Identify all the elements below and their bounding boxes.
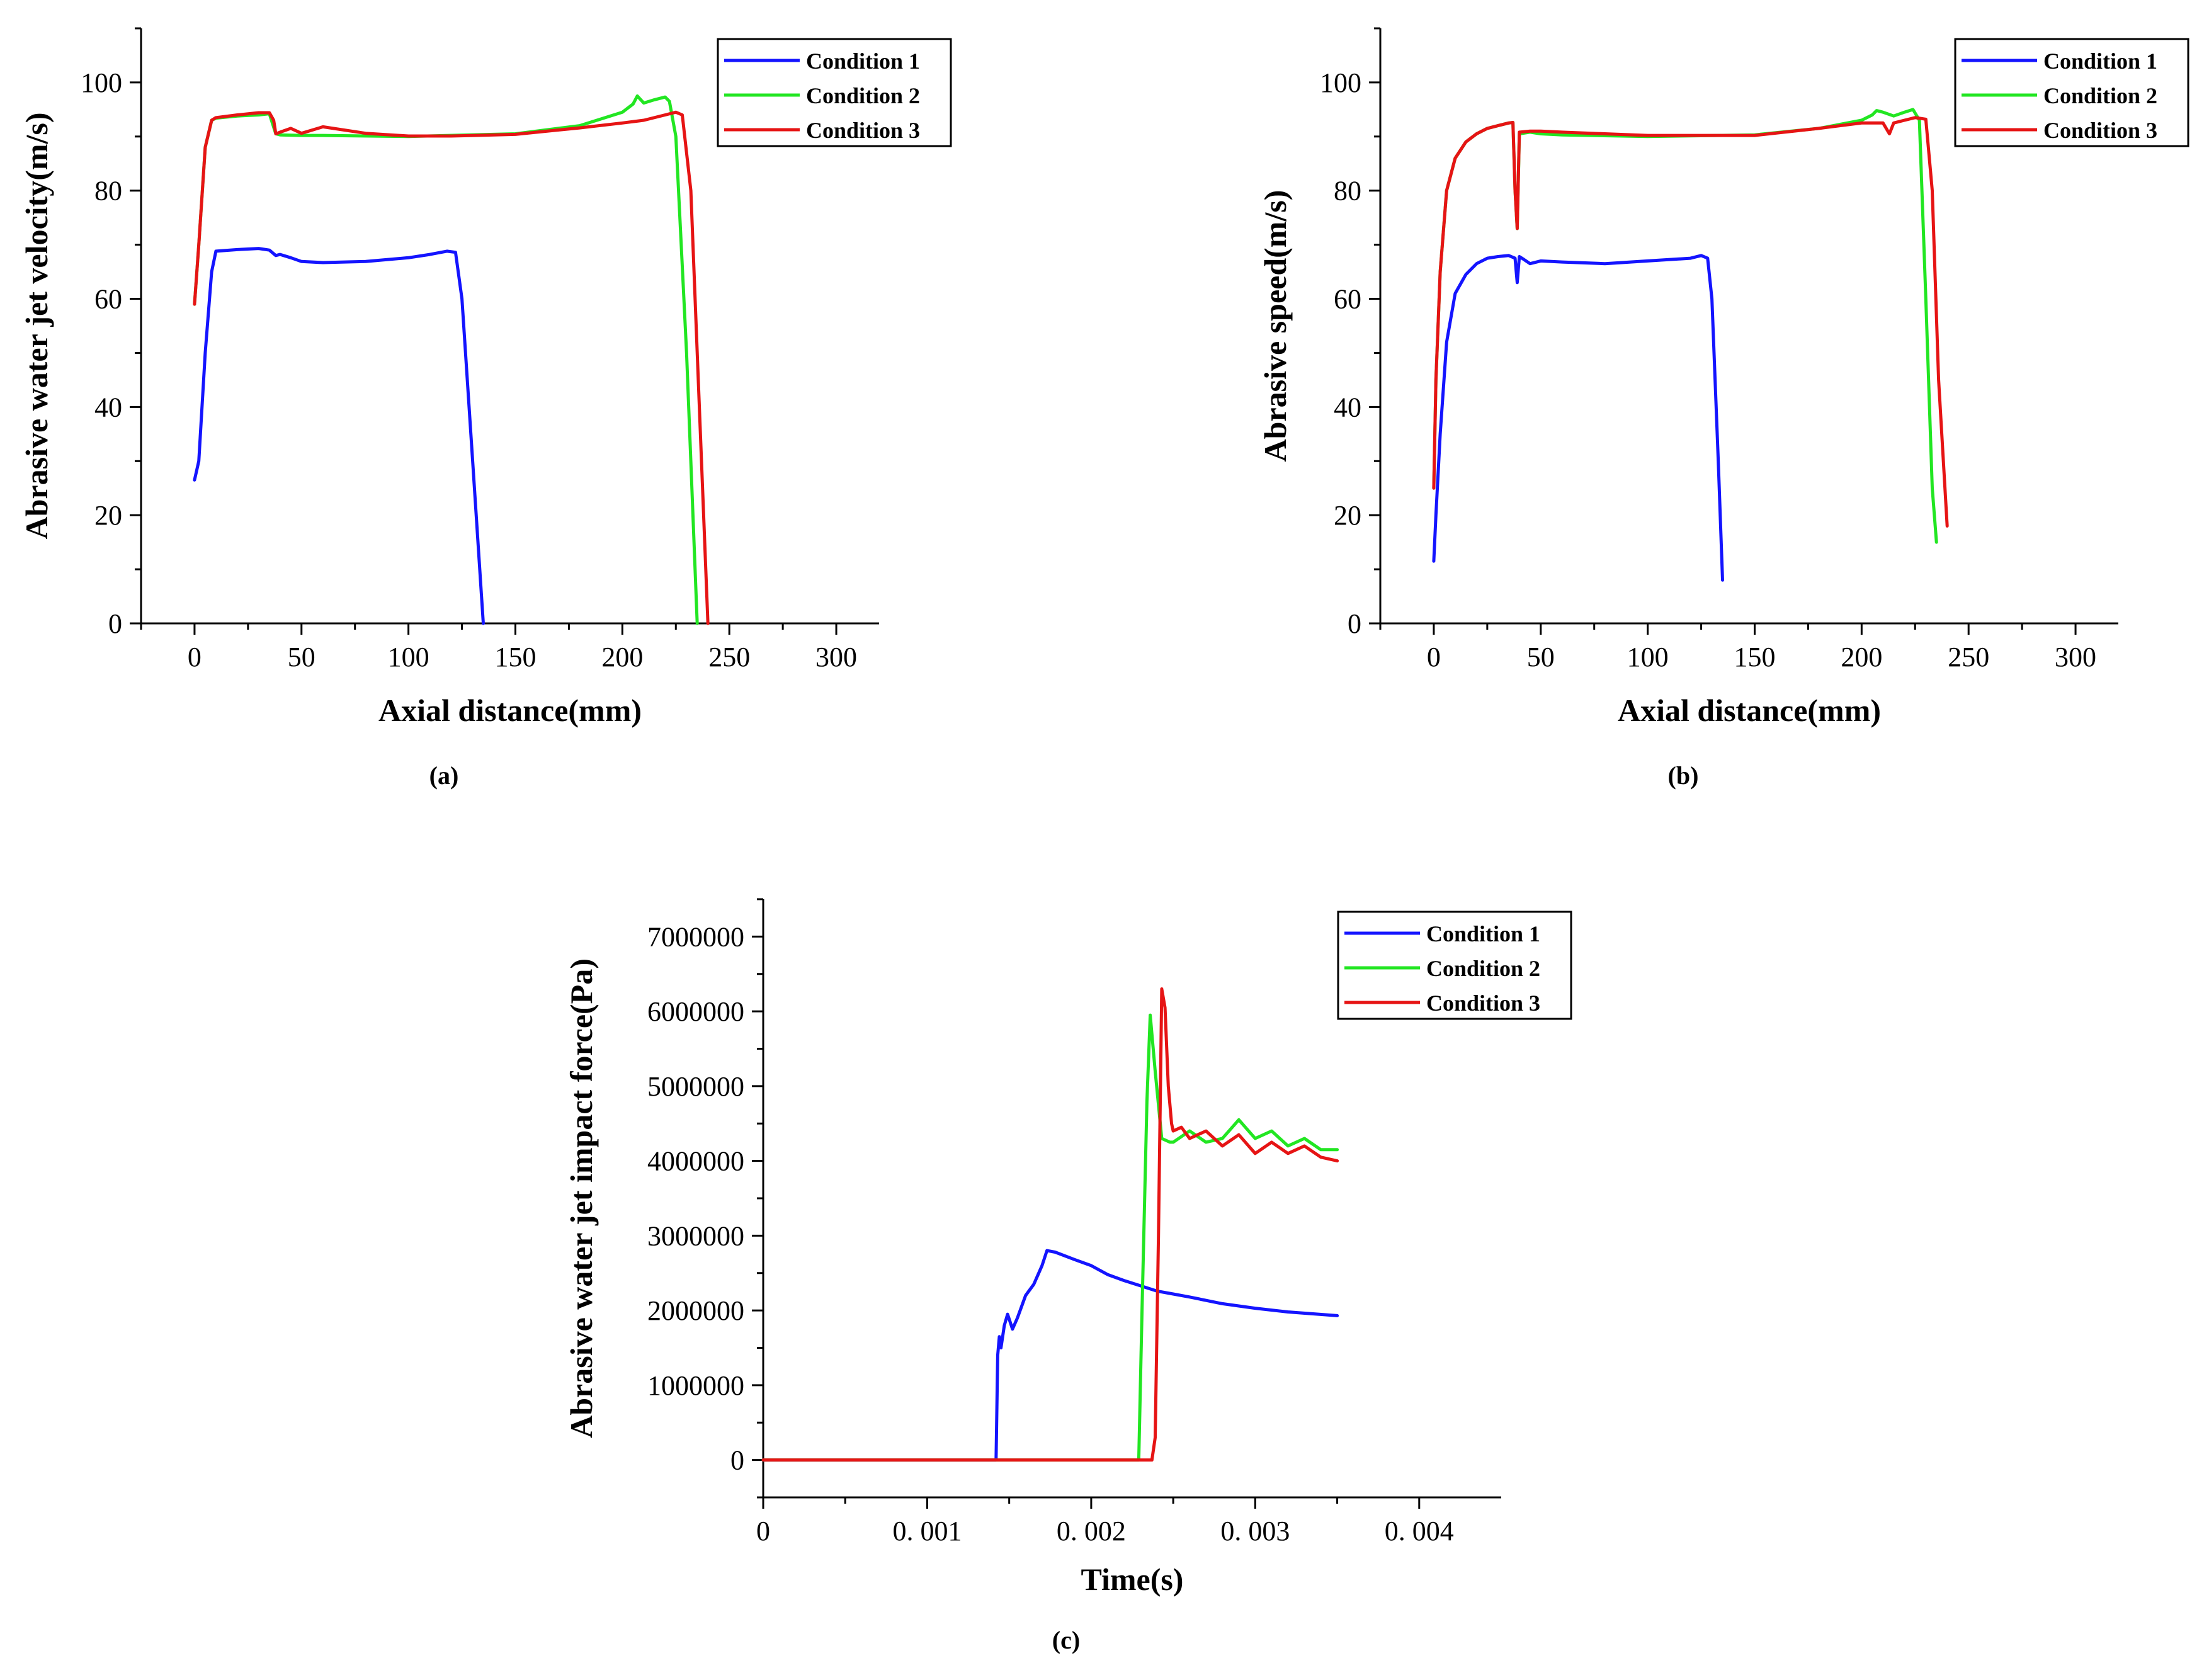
x-tick-label: 50	[1527, 642, 1555, 673]
x-tick-label: 0. 001	[892, 1516, 962, 1547]
x-tick-label: 200	[1841, 642, 1882, 673]
x-tick-label: 300	[2055, 642, 2096, 673]
y-tick-label: 60	[1334, 284, 1361, 315]
series-line-condition-3	[193, 110, 710, 625]
series-line-condition-1	[761, 1249, 1339, 1462]
y-tick-label: 3000000	[647, 1220, 744, 1251]
series-line-condition-2	[193, 94, 699, 625]
y-tick-label: 1000000	[647, 1370, 744, 1401]
x-tick-label: 0	[1427, 642, 1441, 673]
y-tick-label: 80	[94, 176, 122, 207]
series-line-condition-1	[193, 247, 485, 625]
x-tick-label: 0	[756, 1516, 770, 1547]
legend-entry: Condition 3	[806, 118, 920, 143]
legend: Condition 1 Condition 2 Condition 3	[717, 38, 952, 147]
x-tick-label: 150	[1734, 642, 1775, 673]
y-tick-label: 2000000	[647, 1295, 744, 1326]
legend: Condition 1 Condition 2 Condition 3	[1337, 911, 1572, 1020]
y-axis-label: Abrasive water jet velocity(m/s)	[19, 112, 54, 539]
series-line-condition-3	[761, 987, 1339, 1462]
y-tick-label: 40	[94, 392, 122, 423]
y-tick-label: 4000000	[647, 1146, 744, 1177]
chart-panel-c: 0 0. 001 0. 002 0. 003 0. 004 0 1000000 2000000…	[564, 898, 1572, 1654]
legend-entry: Condition 1	[806, 48, 920, 74]
x-tick-label: 0. 002	[1057, 1516, 1126, 1547]
x-tick-label: 0	[188, 642, 202, 673]
x-tick-label: 0. 004	[1385, 1516, 1454, 1547]
x-tick-label: 250	[1948, 642, 1989, 673]
legend-entry: Condition 3	[1426, 990, 1540, 1016]
y-tick-label: 20	[94, 500, 122, 531]
y-axis-label: Abrasive speed(m/s)	[1258, 190, 1293, 462]
y-tick-label: 0	[1348, 608, 1361, 639]
legend-entry: Condition 2	[2043, 83, 2157, 108]
legend-entry: Condition 1	[2043, 48, 2157, 74]
series-line-condition-3	[1432, 116, 1949, 528]
y-tick-label: 6000000	[647, 996, 744, 1027]
y-tick-label: 0	[730, 1445, 744, 1476]
legend-entry: Condition 2	[806, 83, 920, 108]
y-tick-label: 0	[108, 608, 122, 639]
y-axis-label: Abrasive water jet impact force(Pa)	[564, 958, 599, 1438]
x-tick-label: 100	[388, 642, 429, 673]
x-tick-label: 150	[494, 642, 536, 673]
series-line-condition-2	[1432, 108, 1938, 544]
chart-panel-a: 0 50 100 150 200 250 300 0 20 40 60 80 100 Axial dist…	[19, 27, 952, 790]
legend-entry: Condition 1	[1426, 921, 1540, 946]
x-tick-label: 0. 003	[1220, 1516, 1290, 1547]
panel-label: (a)	[429, 761, 459, 790]
x-tick-label: 250	[708, 642, 750, 673]
y-tick-label: 100	[1320, 67, 1361, 98]
y-tick-label: 40	[1334, 392, 1361, 423]
legend-entry: Condition 2	[1426, 956, 1540, 981]
chart-panel-b: 0 50 100 150 200 250 300 0 20 40 60 80 100 Axial dist…	[1258, 27, 2189, 790]
y-tick-label: 100	[81, 67, 122, 98]
x-axis-label: Axial distance(mm)	[1618, 693, 1881, 728]
x-tick-label: 300	[815, 642, 857, 673]
panel-label: (b)	[1668, 761, 1699, 790]
x-axis-label: Time(s)	[1081, 1562, 1184, 1597]
legend-entry: Condition 3	[2043, 118, 2157, 143]
series-line-condition-2	[761, 1013, 1339, 1462]
x-tick-label: 200	[601, 642, 643, 673]
legend: Condition 1 Condition 2 Condition 3	[1954, 38, 2189, 147]
series-line-condition-1	[1432, 254, 1724, 582]
y-tick-label: 60	[94, 284, 122, 315]
y-tick-label: 7000000	[647, 921, 744, 952]
x-axis-label: Axial distance(mm)	[378, 693, 642, 728]
x-tick-label: 50	[288, 642, 315, 673]
x-tick-label: 100	[1627, 642, 1669, 673]
y-tick-label: 80	[1334, 176, 1361, 207]
y-tick-label: 5000000	[647, 1071, 744, 1102]
y-tick-label: 20	[1334, 500, 1361, 531]
panel-label: (c)	[1052, 1626, 1080, 1654]
